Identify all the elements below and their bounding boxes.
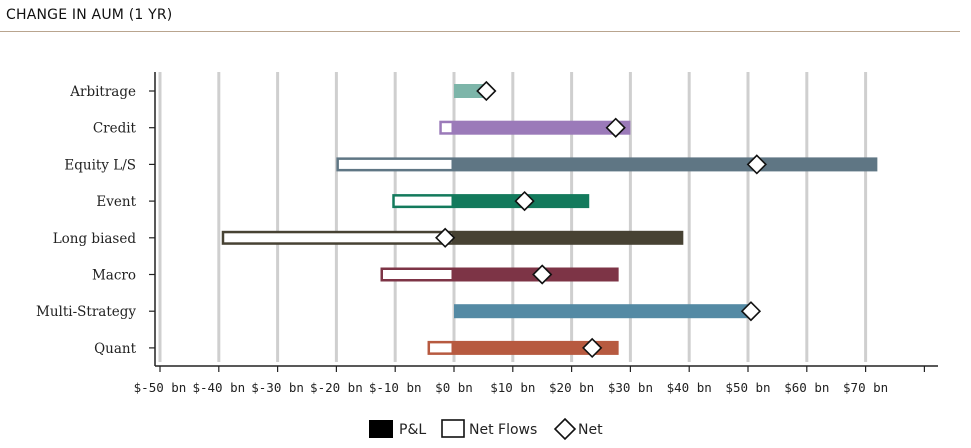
x-tick-label: $-30 bn [251,380,304,395]
net-marker [435,227,456,248]
net-flows-bar [336,157,454,172]
x-tick-label: $-10 bn [369,380,422,395]
pnl-bar [454,157,878,172]
category-label: Macro [92,268,136,284]
category-label: Event [96,194,136,210]
x-tick-label: $70 bn [843,380,888,395]
x-tick-label: $10 bn [490,380,535,395]
category-label: Arbitrage [69,84,136,100]
pnl-bar [454,120,631,135]
x-tick-label: $60 bn [784,380,829,395]
x-tick-label: $40 bn [667,380,712,395]
legend-pnl-label: P&L [399,422,426,438]
net-marker [605,117,626,138]
x-tick-label: $-20 bn [310,380,363,395]
axis-labels: $-50 bn $-40 bn $-30 bn $-20 bn $-10 bn $0 bn… [36,84,888,395]
net-flows-bar [439,120,454,135]
legend-net-label: Net [578,422,603,438]
gridlines [158,72,868,362]
net-flows-bar [221,230,454,245]
net-marker [476,80,497,102]
pnl-bar [454,230,684,245]
net-marker [746,154,767,175]
category-label: Long biased [53,231,137,247]
x-tick-label: $-50 bn [134,380,187,395]
net-flows-bar [392,194,455,209]
legend-pnl-swatch [369,420,393,438]
x-tick-label: $50 bn [725,380,770,395]
legend-net-swatch [553,417,577,441]
category-label: Equity L/S [64,157,136,173]
chart-header: CHANGE IN AUM (1 YR) [0,0,960,32]
category-label: Credit [93,121,137,137]
axes [149,72,938,372]
x-tick-label: $0 bn [435,380,473,395]
net-marker [582,337,603,359]
category-label: Multi-Strategy [36,304,136,320]
legend: P&L Net Flows Net [369,417,603,441]
category-label: Quant [94,341,137,357]
chart-title: CHANGE IN AUM (1 YR) [6,7,173,23]
pnl-bar [454,340,619,355]
x-tick-label: $30 bn [608,380,653,395]
legend-netflows-swatch [441,419,465,438]
pnl-bar [454,304,754,319]
net-flows-bar [427,340,455,355]
x-tick-label: $20 bn [549,380,594,395]
net-marker [532,264,553,285]
bars [221,84,878,355]
net-markers [435,80,767,359]
net-marker [740,301,762,322]
net-flows-bar [380,267,454,282]
x-tick-label: $-40 bn [192,380,245,395]
legend-netflows-label: Net Flows [469,422,537,438]
net-marker [514,190,535,212]
pnl-bar [454,84,484,98]
